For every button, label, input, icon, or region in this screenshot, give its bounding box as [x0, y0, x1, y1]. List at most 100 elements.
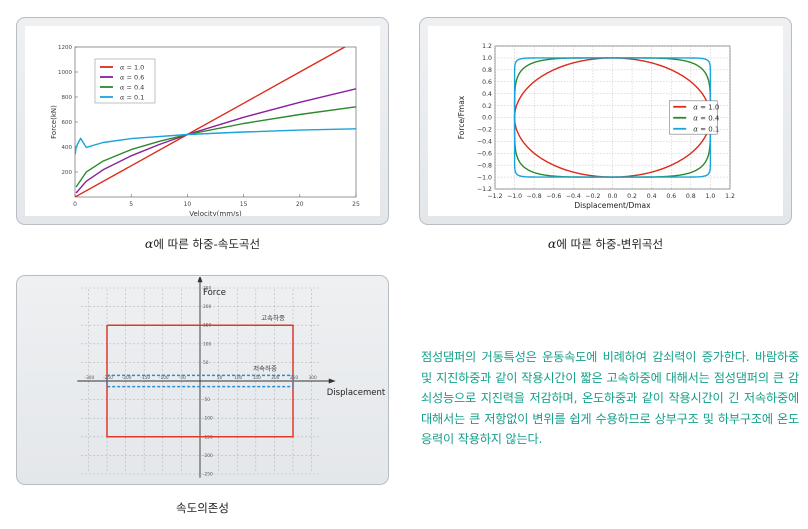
y-axis-label: Force/Fmax — [457, 95, 466, 139]
chart2: −1.2 −1.0 −0.8 −0.6 −0.4 −0.2 0.0 0.2 0.4 0.6 0.8 1… — [457, 43, 735, 210]
x-axis-label: Displacement — [327, 388, 386, 398]
legend-label: α = 1.0 — [693, 103, 719, 111]
y-tick-label: 600 — [62, 120, 73, 126]
chart2-caption: α에 따른 하중-변위곡선 — [419, 236, 792, 252]
x-tick-label: −0.4 — [566, 193, 581, 200]
y-tick-label: 0.6 — [482, 79, 492, 86]
y-tick-label: 1200 — [58, 45, 72, 51]
x-tick-label: -250 — [103, 375, 113, 381]
y-tick-label: 0.8 — [482, 67, 492, 74]
x-tick-label: 250 — [290, 375, 298, 381]
legend: α = 1.0 α = 0.6 α = 0.4 α = 0.1 — [94, 58, 156, 104]
y-axis-label: Force — [203, 288, 226, 298]
legend-label: α = 0.1 — [693, 125, 719, 133]
legend: α = 1.0 α = 0.4 α = 0.1 — [668, 100, 720, 135]
chart1-caption: α에 따른 하중-속도곡선 — [16, 236, 389, 252]
y-tick-label: -250 — [203, 472, 213, 478]
x-tick-label: 0.0 — [608, 193, 618, 200]
x-tick-label: 5 — [129, 201, 133, 208]
x-tick-label: -100 — [159, 375, 169, 381]
x-tick-label: 0.4 — [647, 193, 657, 200]
chart1-panel: 0 5 10 15 20 25 200 400 600 800 1000 1200 Velocity(m… — [16, 17, 389, 225]
y-tick-label: 200 — [62, 170, 73, 176]
x-tick-label: −0.8 — [527, 193, 542, 200]
y-tick-label: 0.4 — [482, 91, 492, 98]
x-tick-label: 0.2 — [627, 193, 637, 200]
force-displacement-chart: −1.2 −1.0 −0.8 −0.6 −0.4 −0.2 0.0 0.2 0.4 0.6 0.8 1… — [457, 43, 735, 210]
x-tick-label: -50 — [179, 375, 186, 381]
y-tick-label: 0.2 — [482, 103, 492, 110]
legend-entry: α = 1.0 — [100, 64, 144, 72]
legend-label: α = 1.0 — [120, 64, 144, 72]
chart2-plot-area: −1.2 −1.0 −0.8 −0.6 −0.4 −0.2 0.0 0.2 0.4 0.6 0.8 1… — [428, 26, 783, 216]
y-axis-arrow — [197, 275, 203, 283]
series-line — [75, 128, 356, 155]
x-tick-label: −0.2 — [585, 193, 600, 200]
x-tick-label: 1.2 — [725, 193, 735, 200]
chart1-caption-alpha: α — [144, 236, 154, 251]
chart2-caption-text: 에 따른 하중-변위곡선 — [556, 237, 664, 251]
legend-label: α = 0.4 — [693, 114, 720, 122]
series-line — [75, 106, 356, 188]
y-tick-label: 50 — [203, 360, 209, 366]
chart2-panel: −1.2 −1.0 −0.8 −0.6 −0.4 −0.2 0.0 0.2 0.4 0.6 0.8 1… — [419, 17, 792, 225]
x-tick-label: 25 — [352, 201, 360, 208]
y-tick-label: −1.2 — [477, 186, 492, 193]
force-velocity-chart: 0 5 10 15 20 25 200 400 600 800 1000 1200 Velocity(m… — [50, 45, 360, 218]
x-axis-arrow — [328, 378, 336, 384]
x-tick-label: 15 — [240, 201, 248, 208]
y-tick-label: 200 — [203, 304, 211, 310]
legend-entry: α = 0.1 — [100, 94, 144, 102]
description-paragraph: 점성댐퍼의 거동특성은 운동속도에 비례하여 감쇠력이 증가한다. 바람하중 및… — [421, 350, 799, 446]
y-tick-label: −0.4 — [477, 139, 492, 146]
y-tick-label: 1.2 — [482, 43, 492, 50]
x-tick-label: −1.0 — [507, 193, 522, 200]
series-loop — [106, 374, 294, 388]
series-group — [75, 47, 356, 197]
series-line — [75, 47, 347, 197]
chart3: -300 -250 -200 -150 -100 -50 50 100 150 200 250 300… — [77, 275, 386, 478]
series-line — [75, 88, 356, 194]
y-tick-label: -200 — [203, 453, 213, 459]
chart1: 0 5 10 15 20 25 200 400 600 800 1000 1200 Velocity(m… — [50, 45, 360, 218]
x-tick-label: -300 — [85, 375, 95, 381]
y-tick-label: -100 — [203, 416, 213, 422]
x-axis-label: Displacement/Dmax — [574, 201, 651, 210]
y-tick-label: 1000 — [58, 70, 72, 76]
x-tick-label: −1.2 — [487, 193, 502, 200]
series-curve — [513, 57, 712, 178]
legend-entry: α = 0.4 — [100, 84, 144, 92]
x-tick-label: -150 — [140, 375, 150, 381]
y-tick-label: −0.2 — [477, 127, 492, 134]
chart3-panel: -300 -250 -200 -150 -100 -50 50 100 150 200 250 300… — [16, 275, 389, 485]
y-tick-label: 0.0 — [482, 115, 492, 122]
x-tick-label: -200 — [122, 375, 132, 381]
legend-label: α = 0.1 — [120, 94, 144, 102]
y-tick-label: 250 — [203, 286, 211, 292]
x-tick-label: 100 — [234, 375, 242, 381]
y-tick-label: −0.6 — [477, 150, 492, 157]
x-axis-label: Velocity(mm/s) — [189, 210, 242, 216]
x-tick-label: 0.6 — [666, 193, 676, 200]
x-tick-label: 20 — [296, 201, 304, 208]
x-tick-label: 50 — [217, 375, 223, 381]
chart2-caption-alpha: α — [547, 236, 557, 251]
x-tick-label: 0.8 — [686, 193, 696, 200]
chart1-plot-area: 0 5 10 15 20 25 200 400 600 800 1000 1200 Velocity(m… — [25, 26, 380, 218]
legend-entry: α = 1.0 — [673, 103, 719, 111]
series-loop — [106, 324, 294, 438]
velocity-dependence-chart: -300 -250 -200 -150 -100 -50 50 100 150 200 250 300… — [77, 275, 386, 478]
chart1-caption-text: 에 따른 하중-속도곡선 — [153, 237, 261, 251]
x-tick-label: 10 — [184, 201, 192, 208]
y-tick-label: −0.8 — [477, 162, 492, 169]
x-tick-label: 0 — [73, 201, 77, 208]
series-label: 고속하중 — [261, 313, 285, 322]
x-tick-label: 150 — [253, 375, 261, 381]
chart3-caption: 속도의존성 — [16, 500, 389, 516]
x-tick-label: 300 — [308, 375, 316, 381]
x-tick-label: −0.6 — [546, 193, 561, 200]
y-tick-label: 800 — [62, 95, 73, 101]
chart3-caption-text: 속도의존성 — [176, 501, 229, 515]
y-tick-label: -50 — [203, 397, 210, 403]
series-label: 저속하중 — [253, 363, 277, 372]
